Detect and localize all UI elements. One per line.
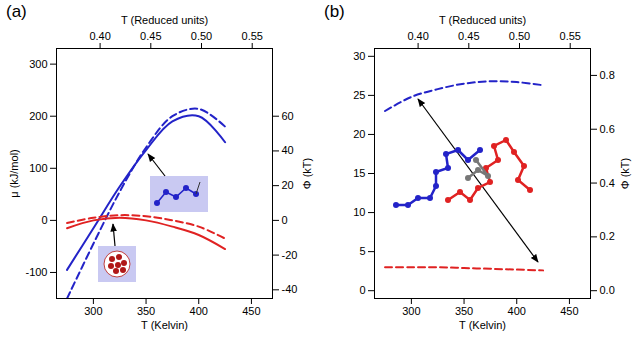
svg-text:400: 400	[508, 305, 526, 317]
svg-text:0.45: 0.45	[458, 30, 479, 42]
svg-text:T (Kelvin): T (Kelvin)	[141, 319, 188, 331]
svg-text:0.0: 0.0	[600, 284, 615, 296]
svg-text:0.55: 0.55	[242, 30, 263, 42]
svg-text:-20: -20	[282, 249, 298, 261]
svg-text:T (Reduced units): T (Reduced units)	[121, 14, 208, 26]
svg-text:200: 200	[29, 110, 47, 122]
html-text:(b): (b)	[324, 2, 345, 21]
svg-text:20: 20	[282, 179, 294, 191]
svg-text:400: 400	[190, 305, 208, 317]
svg-text:100: 100	[29, 162, 47, 174]
svg-text:0: 0	[359, 284, 365, 296]
svg-text:300: 300	[84, 305, 102, 317]
svg-text:300: 300	[29, 58, 47, 70]
svg-text:5: 5	[359, 245, 365, 257]
svg-text:20: 20	[353, 128, 365, 140]
svg-text:T (Kelvin): T (Kelvin)	[459, 319, 506, 331]
svg-text:Φ (kT): Φ (kT)	[301, 158, 313, 189]
svg-text:10: 10	[353, 206, 365, 218]
svg-text:25: 25	[353, 89, 365, 101]
svg-text:Φ (kT): Φ (kT)	[619, 158, 631, 189]
svg-text:30: 30	[353, 50, 365, 62]
svg-text:μ (kJ/mol): μ (kJ/mol)	[8, 149, 20, 198]
svg-text:450: 450	[560, 305, 578, 317]
svg-text:300: 300	[402, 305, 420, 317]
svg-text:0: 0	[41, 214, 47, 226]
svg-text:T (Reduced units): T (Reduced units)	[439, 14, 526, 26]
svg-text:0.8: 0.8	[600, 69, 615, 81]
svg-text:0: 0	[282, 214, 288, 226]
svg-text:15: 15	[353, 167, 365, 179]
svg-text:0.50: 0.50	[509, 30, 530, 42]
svg-text:60: 60	[282, 110, 294, 122]
svg-text:0.6: 0.6	[600, 123, 615, 135]
svg-text:-100: -100	[25, 266, 47, 278]
svg-text:0.40: 0.40	[89, 30, 110, 42]
svg-text:-40: -40	[282, 283, 298, 295]
svg-text:0.4: 0.4	[600, 177, 615, 189]
svg-text:0.45: 0.45	[140, 30, 161, 42]
svg-text:0.2: 0.2	[600, 230, 615, 242]
svg-text:0.40: 0.40	[407, 30, 428, 42]
svg-text:350: 350	[137, 305, 155, 317]
svg-text:40: 40	[282, 144, 294, 156]
svg-text:0.55: 0.55	[560, 30, 581, 42]
html-text:(a): (a)	[6, 2, 27, 21]
svg-text:350: 350	[455, 305, 473, 317]
svg-text:0.50: 0.50	[191, 30, 212, 42]
svg-text:450: 450	[242, 305, 260, 317]
